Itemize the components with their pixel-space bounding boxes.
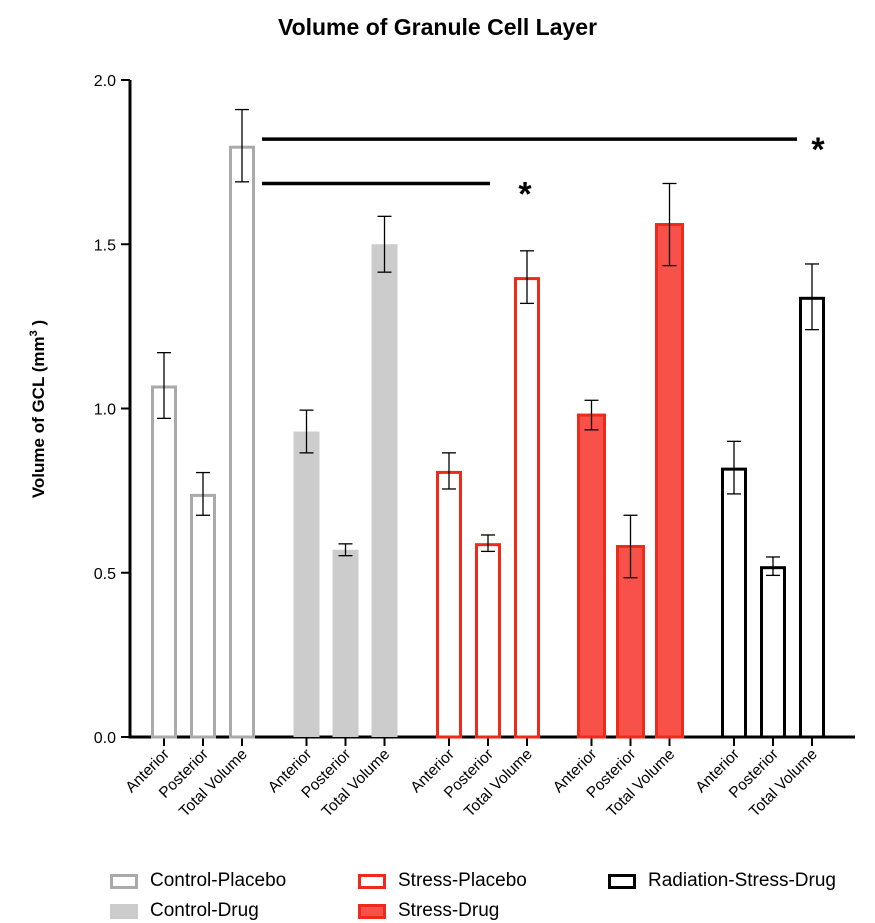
bar xyxy=(760,566,786,739)
legend-swatch xyxy=(110,903,138,919)
legend-label: Stress-Drug xyxy=(398,900,500,921)
bars xyxy=(151,145,825,739)
bar xyxy=(655,223,684,739)
bar xyxy=(293,431,320,737)
bar xyxy=(151,385,177,739)
legend-swatch xyxy=(358,903,386,919)
y-tick-label: 0.5 xyxy=(94,566,116,583)
bar xyxy=(371,244,398,737)
bar xyxy=(475,543,501,739)
legend-item-control-placebo: Control-Placebo xyxy=(110,870,286,892)
error-bars xyxy=(157,108,819,579)
y-tick-label: 1.5 xyxy=(94,237,116,254)
y-axis-label: Volume of GCL (mm3 ) xyxy=(28,320,48,498)
significance-star: * xyxy=(518,175,532,213)
legend-label: Radiation-Stress-Drug xyxy=(648,870,836,891)
legend-item-radiation-stress-drug: Radiation-Stress-Drug xyxy=(608,870,836,892)
y-axis-label-sup: 3 xyxy=(28,330,40,336)
bar xyxy=(190,493,216,739)
legend-item-stress-placebo: Stress-Placebo xyxy=(358,870,527,892)
bar xyxy=(799,296,825,739)
bar xyxy=(229,145,255,739)
legend-item-stress-drug: Stress-Drug xyxy=(358,900,499,922)
bar xyxy=(436,470,462,739)
chart-title: Volume of Granule Cell Layer xyxy=(277,14,598,40)
bar xyxy=(721,467,747,739)
legend-label: Stress-Placebo xyxy=(398,870,527,891)
bar xyxy=(577,413,606,739)
legend-label: Control-Placebo xyxy=(150,870,287,891)
y-axis-label-main: Volume of GCL (mm xyxy=(29,336,48,498)
legend-swatch xyxy=(110,873,138,889)
significance-markers: ** xyxy=(262,131,825,213)
y-axis-label-suffix: ) xyxy=(29,320,48,330)
significance-star: * xyxy=(811,131,825,169)
bar xyxy=(332,549,359,737)
legend-swatch xyxy=(358,873,386,889)
y-tick-label: 2.0 xyxy=(94,73,116,90)
bar xyxy=(514,277,540,739)
legend-item-control-drug: Control-Drug xyxy=(110,900,259,922)
legend-label: Control-Drug xyxy=(150,900,259,921)
legend-swatch xyxy=(608,873,636,889)
y-tick-label: 0.0 xyxy=(94,730,116,747)
y-tick-label: 1.0 xyxy=(94,402,116,419)
